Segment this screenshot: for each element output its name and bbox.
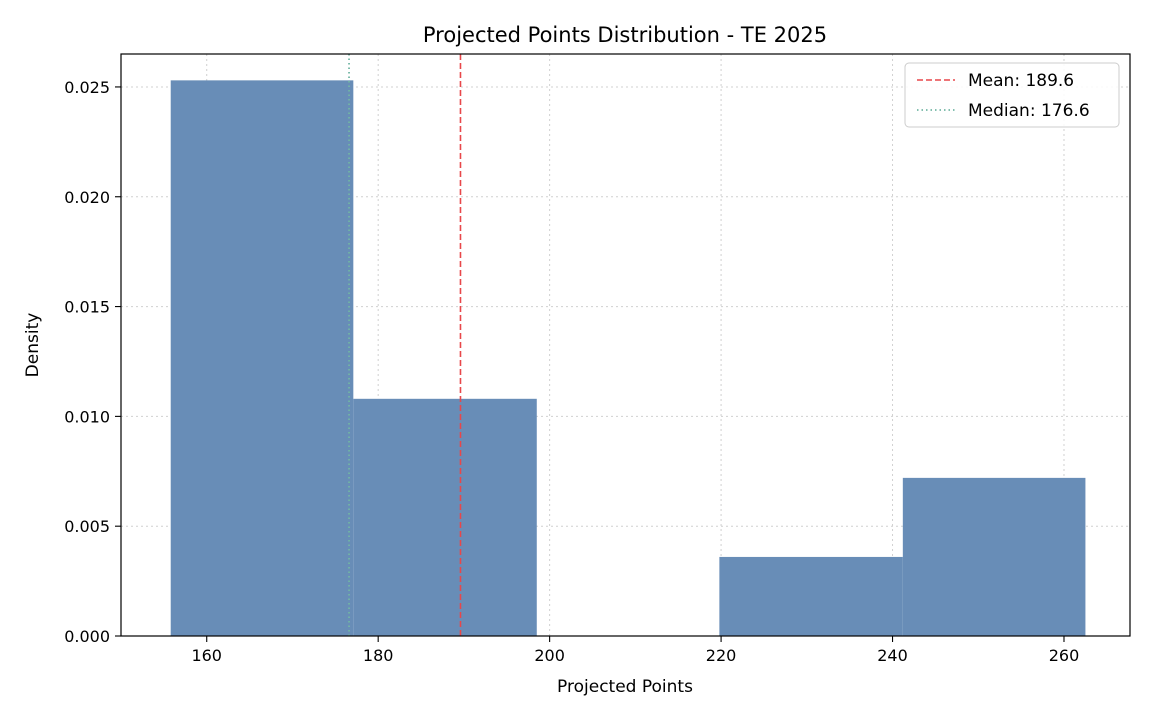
x-tick-label-5: 260 xyxy=(1049,646,1080,665)
y-tick-label-1: 0.005 xyxy=(64,517,110,536)
x-tick-label-4: 240 xyxy=(877,646,908,665)
legend-mean-label: Mean: 189.6 xyxy=(968,71,1074,91)
x-axis-ticks: 160 180 200 220 240 260 xyxy=(191,636,1079,665)
histogram-bar-0 xyxy=(170,80,354,636)
x-tick-label-1: 180 xyxy=(363,646,394,665)
reference-lines xyxy=(348,54,462,636)
y-tick-label-0: 0.000 xyxy=(64,627,110,646)
plot-frame xyxy=(120,53,1131,637)
histogram-bar-3 xyxy=(719,556,903,636)
legend-box xyxy=(904,62,1120,128)
chart-title: Projected Points Distribution - TE 2025 xyxy=(423,23,827,47)
histogram-bar-1 xyxy=(353,398,537,636)
y-tick-label-2: 0.010 xyxy=(64,407,110,426)
x-axis-title: Projected Points xyxy=(557,677,693,697)
histogram-bar-4 xyxy=(902,477,1086,636)
y-tick-label-4: 0.020 xyxy=(64,188,110,207)
x-tick-label-2: 200 xyxy=(534,646,565,665)
x-tick-label-3: 220 xyxy=(706,646,737,665)
y-axis-title: Density xyxy=(23,313,43,378)
y-axis-ticks: 0.000 0.005 0.010 0.015 0.020 0.025 xyxy=(64,78,121,646)
legend-median-label: Median: 176.6 xyxy=(968,101,1090,121)
x-tick-label-0: 160 xyxy=(191,646,222,665)
y-tick-label-3: 0.015 xyxy=(64,298,110,317)
histogram-bars xyxy=(170,80,1086,636)
legend: Mean: 189.6 Median: 176.6 xyxy=(904,62,1120,128)
y-tick-label-5: 0.025 xyxy=(64,78,110,97)
